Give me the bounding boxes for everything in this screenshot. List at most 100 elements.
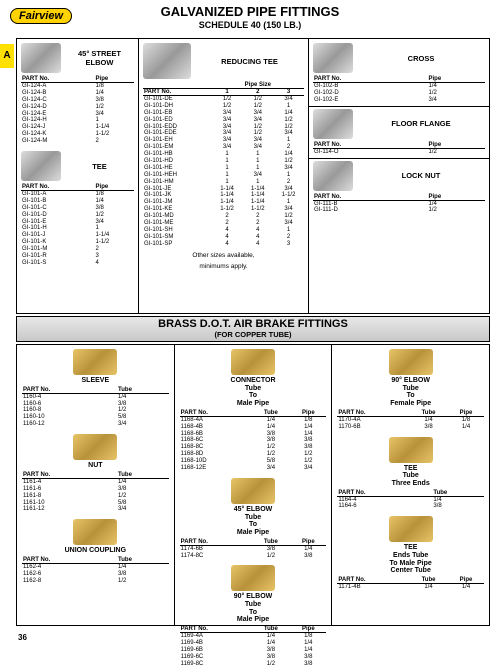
table-row: GI-111-D1/2 [313,207,485,214]
table-row: GI-124-J1-1/4 [21,124,134,131]
table-row: GI-101-HEH13/41 [143,172,304,179]
table-row: 1164-63/8 [337,503,484,510]
table-row: 1169-6C3/83/8 [180,654,327,661]
product-image [73,434,117,460]
table-row: GI-102-D1/2 [313,90,485,97]
table-row: 1168-6C3/83/8 [180,437,327,444]
brass-banner: BRASS D.O.T. AIR BRAKE FITTINGS (FOR COP… [16,316,490,342]
table-row: GI-124-D1/2 [21,104,134,111]
table-row: 1169-4B1/41/4 [180,640,327,647]
product-image [313,109,353,139]
table-row: 1169-6B3/81/4 [180,647,327,654]
table-row: GI-101-DH1/21/21 [143,103,304,110]
product-title: TEEEnds TubeTo Male PipeCenter Tube [337,544,484,575]
product-image [73,349,117,375]
table-row: 1174-6B3/81/4 [180,545,327,552]
table-row: 1162-63/8 [22,571,169,578]
table-header: 1 [212,89,243,96]
product-image [231,349,275,375]
table-row: 1168-10D5/81/2 [180,458,327,465]
table-row: GI-114-O1/2 [313,148,485,155]
table-row: GI-101-E3/4 [21,219,134,226]
product-image [231,565,275,591]
table-row: GI-101-SP443 [143,241,304,248]
table-row: GI-101-HM112 [143,179,304,186]
table-row: 1160-81/2 [22,407,169,414]
table-row: GI-124-M2 [21,138,134,145]
product-image [313,43,353,73]
product-title: SLEEVE [22,377,169,385]
table-row: GI-101-JK1-1/41-1/41-1/2 [143,192,304,199]
product-image [389,349,433,375]
table-row: GI-101-S4 [21,260,134,267]
table-row: GI-101-EDD3/41/21/2 [143,124,304,131]
product-image [389,516,433,542]
table-row: GI-102-E3/4 [313,97,485,104]
table-row: 1161-123/4 [22,506,169,513]
product-image [73,519,117,545]
table-header: 2 [242,89,273,96]
table-row: 1160-63/8 [22,401,169,408]
product-title: TEE [65,162,134,171]
table-row: 1160-41/4 [22,393,169,400]
table-row: GI-101-H1 [21,225,134,232]
banner-title: BRASS D.O.T. AIR BRAKE FITTINGS [17,318,489,330]
product-title: LOCK NUT [357,171,485,180]
table-row: 1161-41/4 [22,478,169,485]
table-row: GI-101-A1/8 [21,191,134,198]
table-header: 3 [273,89,304,96]
flange-block: FLOOR FLANGE PART No.PipeGI-114-O1/2 [313,109,485,156]
table-row: GI-101-R3 [21,253,134,260]
table-row: 1174-8C1/23/8 [180,553,327,560]
table-row: GI-101-SH441 [143,227,304,234]
cross-block: CROSS PART No.PipeGI-102-B1/4GI-102-D1/2… [313,43,485,104]
table-row: 1169-4A1/41/8 [180,633,327,640]
table-row: GI-124-K1-1/2 [21,131,134,138]
product-title: REDUCING TEE [195,57,304,66]
table-row: GI-101-JM1-1/41-1/41 [143,199,304,206]
table-row: 1160-123/4 [22,421,169,428]
table-row: 1161-63/8 [22,486,169,493]
table-row: GI-101-DE1/21/23/4 [143,96,304,103]
table-row: 1171-4B1/41/4 [337,584,484,591]
page-title: GALVANIZED PIPE FITTINGS [0,4,500,19]
table-row: 1161-105/8 [22,500,169,507]
banner-subtitle: (FOR COPPER TUBE) [17,330,489,339]
table-row: GI-101-C3/8 [21,205,134,212]
table-row: GI-124-B1/4 [21,90,134,97]
brass-section: SLEEVEPART No.Tube1160-41/41160-63/81160… [16,344,490,626]
product-title: CROSS [357,54,485,63]
tee-block: TEE PART No.PipeGI-101-A1/8GI-101-B1/4GI… [21,151,134,267]
galvanized-section: 45° STREET ELBOW PART No.PipeGI-124-A1/8… [16,38,490,314]
product-title: 45° STREET ELBOW [65,49,134,67]
table-row: GI-101-HB111/4 [143,151,304,158]
table-row: GI-101-HD111/2 [143,158,304,165]
product-image [313,161,353,191]
product-image [21,151,61,181]
table-header: PART No. [143,89,212,96]
table-row: GI-101-MD221/2 [143,213,304,220]
product-title: 90° ELBOWTubeToFemale Pipe [337,377,484,408]
table-row: GI-124-A1/8 [21,83,134,90]
table-row: GI-101-ED3/43/41/2 [143,117,304,124]
product-title: CONNECTORTubeToMale Pipe [180,377,327,408]
reducing-tee-table: Pipe Size PART No.123 GI-101-DE1/21/23/4… [143,82,304,248]
table-row: 1160-105/8 [22,414,169,421]
table-row: GI-101-M2 [21,246,134,253]
table-row: GI-101-HE113/4 [143,165,304,172]
table-row: GI-111-B1/4 [313,200,485,207]
product-title: 45° ELBOWTubeToMale Pipe [180,506,327,537]
table-row: 1168-4B1/41/4 [180,424,327,431]
locknut-block: LOCK NUT PART No.PipeGI-111-B1/4GI-111-D… [313,161,485,215]
product-image [231,478,275,504]
product-title: FLOOR FLANGE [357,119,485,128]
table-row: GI-101-EH3/43/41 [143,137,304,144]
table-row: GI-101-J1-1/4 [21,232,134,239]
table-row: GI-102-B1/4 [313,83,485,90]
table-row: GI-101-EDE3/41/23/4 [143,130,304,137]
table-row: GI-124-C3/8 [21,97,134,104]
table-row: 1162-81/2 [22,578,169,585]
table-row: GI-101-JE1-1/41-1/43/4 [143,186,304,193]
table-row: GI-101-K1-1/2 [21,239,134,246]
page-subtitle: SCHEDULE 40 (150 LB.) [0,20,500,30]
